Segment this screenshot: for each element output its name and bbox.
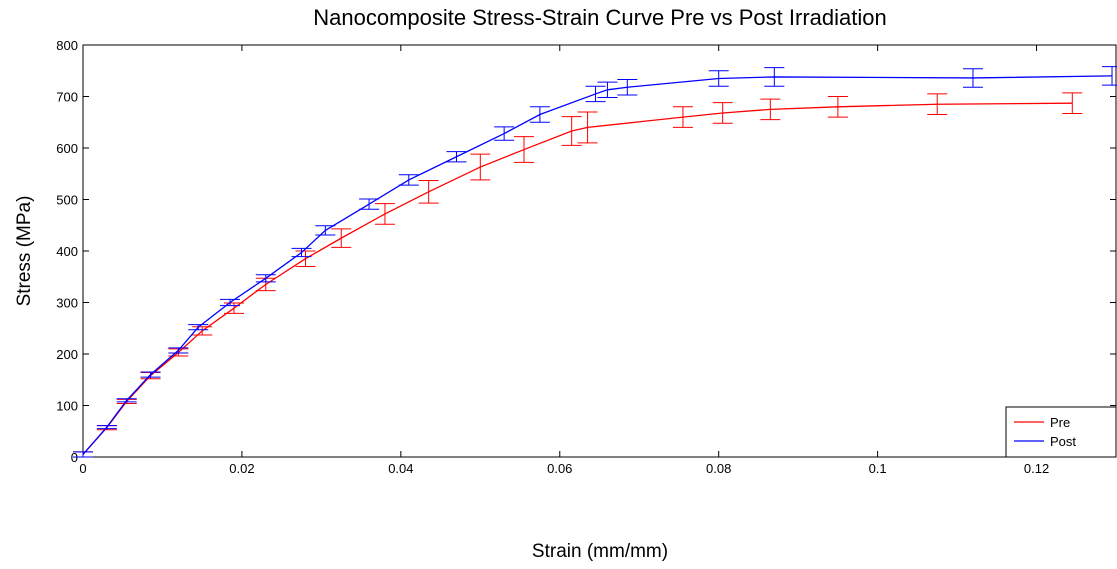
error-bar xyxy=(223,302,244,314)
error-bar xyxy=(827,96,848,118)
x-tick-label: 0 xyxy=(79,461,86,476)
y-tick-label: 200 xyxy=(56,347,78,362)
legend-box xyxy=(1005,406,1117,458)
x-axis-label: Strain (mm/mm) xyxy=(532,541,668,562)
error-bar xyxy=(927,93,948,116)
legend-label: Post xyxy=(1050,434,1076,449)
error-bar xyxy=(585,85,606,103)
error-bar xyxy=(73,451,93,458)
legend-label: Pre xyxy=(1050,415,1070,430)
error-bar xyxy=(418,179,439,204)
error-bar xyxy=(116,398,137,403)
y-axis-label: Stress (MPa) xyxy=(14,196,35,307)
error-bar xyxy=(1062,92,1083,114)
x-tick-label: 0.12 xyxy=(1024,461,1049,476)
error-bar xyxy=(331,228,352,248)
error-bar xyxy=(760,98,781,121)
error-bar xyxy=(597,81,618,99)
y-tick-label: 100 xyxy=(56,399,78,414)
y-tick-label: 300 xyxy=(56,296,78,311)
series-line xyxy=(82,75,1113,455)
x-tick-label: 0.06 xyxy=(547,461,572,476)
y-tick-label: 600 xyxy=(56,141,78,156)
error-bar xyxy=(398,174,419,186)
y-tick-label: 800 xyxy=(56,38,78,53)
error-bar xyxy=(446,151,467,163)
error-bar xyxy=(96,425,117,430)
y-tick-label: 400 xyxy=(56,244,78,259)
error-bar xyxy=(168,347,189,354)
chart-title: Nanocomposite Stress-Strain Curve Pre vs… xyxy=(313,5,886,30)
error-bar xyxy=(188,324,209,331)
y-tick-label: 500 xyxy=(56,193,78,208)
error-bar xyxy=(529,106,550,123)
error-bar xyxy=(295,250,316,267)
error-bar xyxy=(255,274,276,283)
error-bar xyxy=(764,67,785,87)
error-bar xyxy=(708,70,729,87)
error-bar xyxy=(470,153,491,181)
error-bar xyxy=(514,136,535,163)
error-bar xyxy=(712,102,733,124)
x-tick-label: 0.04 xyxy=(388,461,413,476)
error-bar xyxy=(359,198,380,210)
x-tick-label: 0.02 xyxy=(229,461,254,476)
x-tick-label: 0.08 xyxy=(706,461,731,476)
error-bar xyxy=(561,116,582,146)
series-line xyxy=(82,102,1073,455)
error-bar xyxy=(140,371,161,378)
error-bar xyxy=(192,326,213,336)
error-bar xyxy=(962,68,983,88)
error-bar xyxy=(577,111,598,144)
y-tick-label: 700 xyxy=(56,90,78,105)
error-bar xyxy=(220,298,241,307)
error-bar xyxy=(1102,66,1117,86)
x-tick-label: 0.1 xyxy=(869,461,887,476)
error-bar xyxy=(494,126,515,141)
error-bar xyxy=(315,225,336,236)
error-bar xyxy=(374,203,395,225)
error-bar xyxy=(617,79,638,96)
error-bar xyxy=(291,247,312,258)
error-bar xyxy=(672,106,693,128)
